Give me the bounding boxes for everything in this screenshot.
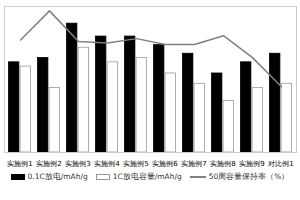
svg-text:实施例5: 实施例5 — [123, 160, 148, 168]
svg-text:实施例4: 实施例4 — [94, 160, 120, 168]
svg-text:实施例1: 实施例1 — [7, 160, 32, 168]
html-text:1C放电容量/mAh/g: 1C放电容量/mAh/g — [112, 172, 182, 181]
html-text:50周容量保持率（%）: 50周容量保持率（%） — [208, 172, 290, 181]
svg-text:实施例2: 实施例2 — [36, 160, 61, 168]
svg-text:实施例9: 实施例9 — [239, 160, 264, 168]
svg-text:对比例1: 对比例1 — [268, 160, 293, 168]
svg-text:实施例8: 实施例8 — [210, 160, 235, 168]
html-text:0.1C放电/mAh/g: 0.1C放电/mAh/g — [27, 172, 88, 181]
svg-text:实施例6: 实施例6 — [152, 160, 178, 168]
svg-text:实施例7: 实施例7 — [181, 160, 206, 168]
svg-text:实施例3: 实施例3 — [65, 160, 90, 168]
